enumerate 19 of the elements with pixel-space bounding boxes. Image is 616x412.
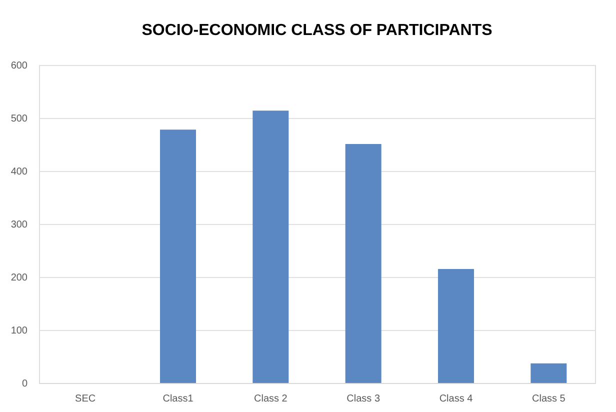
bar <box>252 110 289 383</box>
y-tick-label: 400 <box>10 166 28 178</box>
bar <box>345 144 382 383</box>
y-tick-label: 500 <box>10 114 28 124</box>
x-tick-label: Class 4 <box>439 394 474 404</box>
chart-title: SOCIO-ECONOMIC CLASS OF PARTICIPANTS <box>142 22 493 39</box>
x-tick-label: Class 2 <box>254 394 288 404</box>
bar <box>438 269 474 383</box>
x-tick-label: SEC <box>75 394 96 404</box>
y-tick-label: 600 <box>10 60 28 72</box>
bar <box>530 363 567 383</box>
y-tick-label: 0 <box>22 378 28 390</box>
bar <box>160 130 196 383</box>
y-tick-label: 300 <box>10 220 28 230</box>
x-tick-label: Class 5 <box>532 394 566 404</box>
x-tick-label: Class 3 <box>346 394 380 404</box>
y-tick-label: 100 <box>10 326 28 336</box>
x-tick-label: Class1 <box>162 394 194 404</box>
y-tick-label: 200 <box>10 272 28 284</box>
